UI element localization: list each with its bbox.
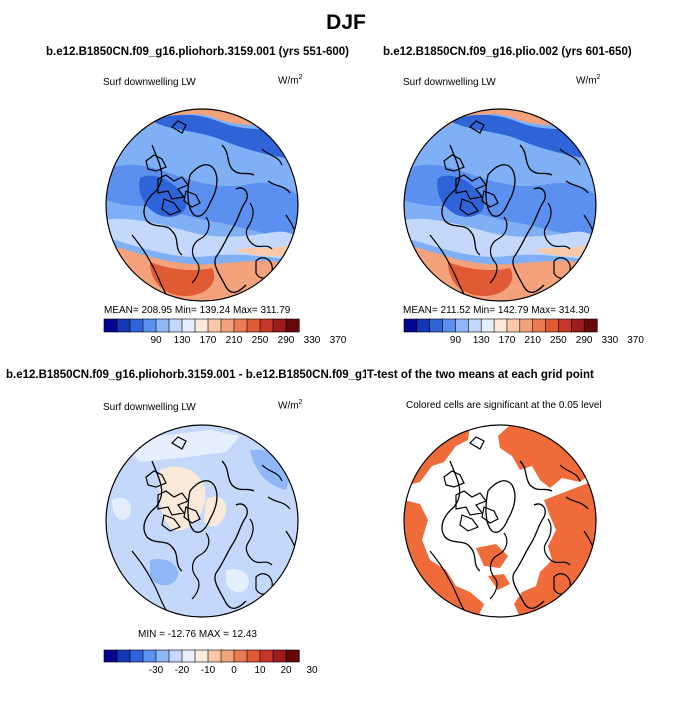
colorbar-swatch xyxy=(168,649,183,663)
colorbar-tick-label: 130 xyxy=(174,335,191,346)
colorbar-swatch xyxy=(181,649,196,663)
colorbar-tick-label: 250 xyxy=(252,335,269,346)
colorbar-swatch xyxy=(285,318,300,333)
colorbar-tick-label: 290 xyxy=(278,335,295,346)
colorbar-tick-label: 290 xyxy=(576,335,593,346)
panel1-title: b.e12.B1850CN.f09_g16.pliohorb.3159.001 … xyxy=(46,46,349,58)
figure-title: DJF xyxy=(326,11,366,34)
panel4-map xyxy=(404,425,596,617)
panel2-stats: MEAN= 211.52 Min= 142.79 Max= 314.30 xyxy=(403,305,590,316)
colorbar-tick-label: 370 xyxy=(627,335,644,346)
colorbar-tick-label: -10 xyxy=(201,665,216,676)
panel4-title: T-test of the two means at each grid poi… xyxy=(366,369,594,381)
colorbar-swatch xyxy=(246,649,261,663)
colorbar-swatch xyxy=(142,649,157,663)
colorbar-tick-label: 250 xyxy=(550,335,567,346)
panel3-title: b.e12.B1850CN.f09_g16.pliohorb.3159.001 … xyxy=(6,369,421,381)
colorbar-tick-label: 90 xyxy=(450,335,462,346)
panel2-title: b.e12.B1850CN.f09_g16.plio.002 (yrs 601-… xyxy=(383,46,632,58)
panel1-units: W/m2 xyxy=(278,74,303,87)
colorbar-swatch xyxy=(259,649,274,663)
colorbar-swatch xyxy=(272,649,287,663)
colorbar-swatch xyxy=(155,649,170,663)
colorbar-tick-label: 20 xyxy=(280,665,292,676)
colorbar-tick-label: 170 xyxy=(200,335,217,346)
panel3-stats: MIN = -12.76 MAX = 12.43 xyxy=(138,629,257,640)
panel3-map xyxy=(106,425,298,617)
colorbar-tick-label: 130 xyxy=(473,335,490,346)
colorbar-swatch xyxy=(220,649,235,663)
panel2-map xyxy=(404,109,596,301)
panel1-variable-label: Surf downwelling LW xyxy=(103,77,196,88)
panel1-stats: MEAN= 208.95 Min= 139.24 Max= 311.79 xyxy=(104,305,291,316)
colorbar-tick-label: 370 xyxy=(330,335,347,346)
colorbar-swatch xyxy=(207,649,222,663)
colorbar-tick-label: 330 xyxy=(602,335,619,346)
colorbar-tick-label: -20 xyxy=(175,665,190,676)
panel2-variable-label: Surf downwelling LW xyxy=(403,77,496,88)
colorbar-tick-label: 210 xyxy=(524,335,541,346)
colorbar-tick-label: 10 xyxy=(254,665,266,676)
colorbar-swatch xyxy=(194,649,209,663)
colorbar-swatch xyxy=(285,649,300,663)
colorbar-tick-label: 90 xyxy=(150,335,162,346)
panel3-units: W/m2 xyxy=(278,399,303,412)
colorbar-swatch xyxy=(583,318,598,333)
colorbar-tick-label: 0 xyxy=(231,665,237,676)
colorbar-tick-label: 210 xyxy=(226,335,243,346)
colorbar-tick-label: 330 xyxy=(304,335,321,346)
colorbar-tick-label: 170 xyxy=(499,335,516,346)
colorbar-swatch xyxy=(129,649,144,663)
colorbar-tick-label: 30 xyxy=(306,665,318,676)
panel3-variable-label: Surf downwelling LW xyxy=(103,402,196,413)
colorbar-tick-label: -30 xyxy=(149,665,164,676)
panel4-significance-label: Colored cells are significant at the 0.0… xyxy=(406,400,602,411)
colorbar-swatch xyxy=(233,649,248,663)
colorbar-swatch xyxy=(103,649,118,663)
panel2-units: W/m2 xyxy=(576,74,601,87)
colorbar-swatch xyxy=(116,649,131,663)
